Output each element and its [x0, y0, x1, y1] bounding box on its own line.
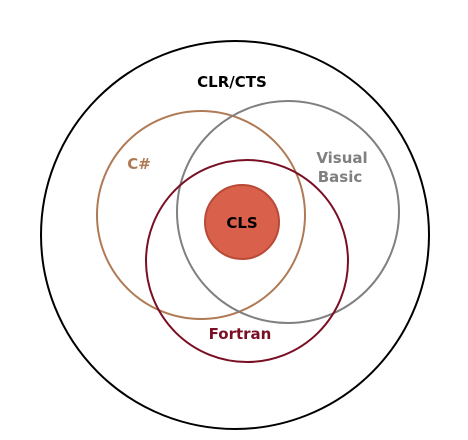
cls-label: CLS [226, 214, 257, 232]
csharp-circle [96, 110, 306, 320]
cls-circle [204, 184, 280, 260]
csharp-label: C# [127, 155, 151, 173]
visual-basic-label-line1: Visual [316, 149, 367, 167]
fortran-label: Fortran [209, 325, 272, 343]
fortran-circle [145, 159, 349, 363]
visual-basic-label-line2: Basic [318, 168, 363, 186]
visual-basic-circle [176, 100, 400, 324]
clr-cts-label: CLR/CTS [197, 73, 267, 91]
clr-cts-circle [40, 40, 430, 430]
